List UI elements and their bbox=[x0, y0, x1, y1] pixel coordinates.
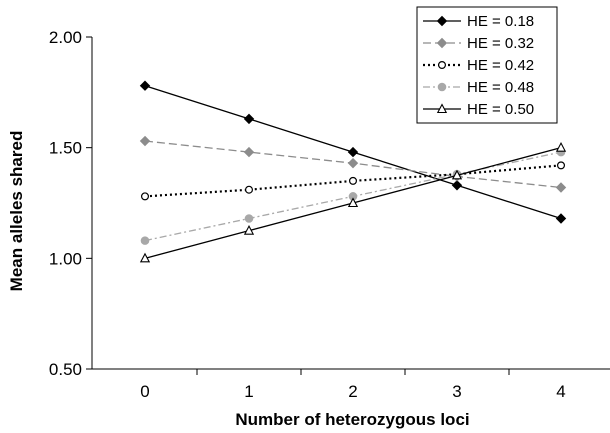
data-point bbox=[558, 162, 565, 169]
data-point bbox=[142, 193, 149, 200]
legend-label: HE = 0.50 bbox=[467, 101, 534, 118]
legend-label: HE = 0.42 bbox=[467, 57, 534, 74]
data-point bbox=[141, 137, 150, 146]
legend-marker bbox=[438, 83, 446, 91]
x-tick-label: 1 bbox=[244, 382, 253, 401]
data-point bbox=[246, 186, 253, 193]
legend-label: HE = 0.48 bbox=[467, 79, 534, 96]
x-tick-label: 2 bbox=[348, 382, 357, 401]
y-tick-label: 0.50 bbox=[49, 360, 82, 379]
data-point bbox=[557, 183, 566, 192]
x-tick-label: 4 bbox=[556, 382, 565, 401]
y-axis-title: Mean alleles shared bbox=[7, 131, 26, 292]
data-point bbox=[141, 237, 149, 245]
data-point bbox=[349, 148, 358, 157]
legend-marker bbox=[439, 62, 446, 69]
data-point bbox=[245, 215, 253, 223]
legend-label: HE = 0.18 bbox=[467, 13, 534, 30]
x-axis-title: Number of heterozygous loci bbox=[235, 410, 469, 429]
data-point bbox=[349, 159, 358, 168]
x-tick-label: 0 bbox=[140, 382, 149, 401]
y-tick-label: 1.50 bbox=[49, 139, 82, 158]
data-point bbox=[245, 114, 254, 123]
legend: HE = 0.18 HE = 0.32 HE = 0.42 HE = 0.48 HE =… bbox=[417, 7, 557, 123]
data-point bbox=[141, 81, 150, 90]
data-point bbox=[245, 148, 254, 157]
data-point bbox=[453, 181, 462, 190]
data-point bbox=[557, 143, 565, 151]
x-tick-label: 3 bbox=[452, 382, 461, 401]
data-point bbox=[557, 214, 566, 223]
data-point bbox=[350, 177, 357, 184]
y-tick-label: 2.00 bbox=[49, 28, 82, 47]
legend-label: HE = 0.32 bbox=[467, 35, 534, 52]
y-tick-label: 1.00 bbox=[49, 249, 82, 268]
